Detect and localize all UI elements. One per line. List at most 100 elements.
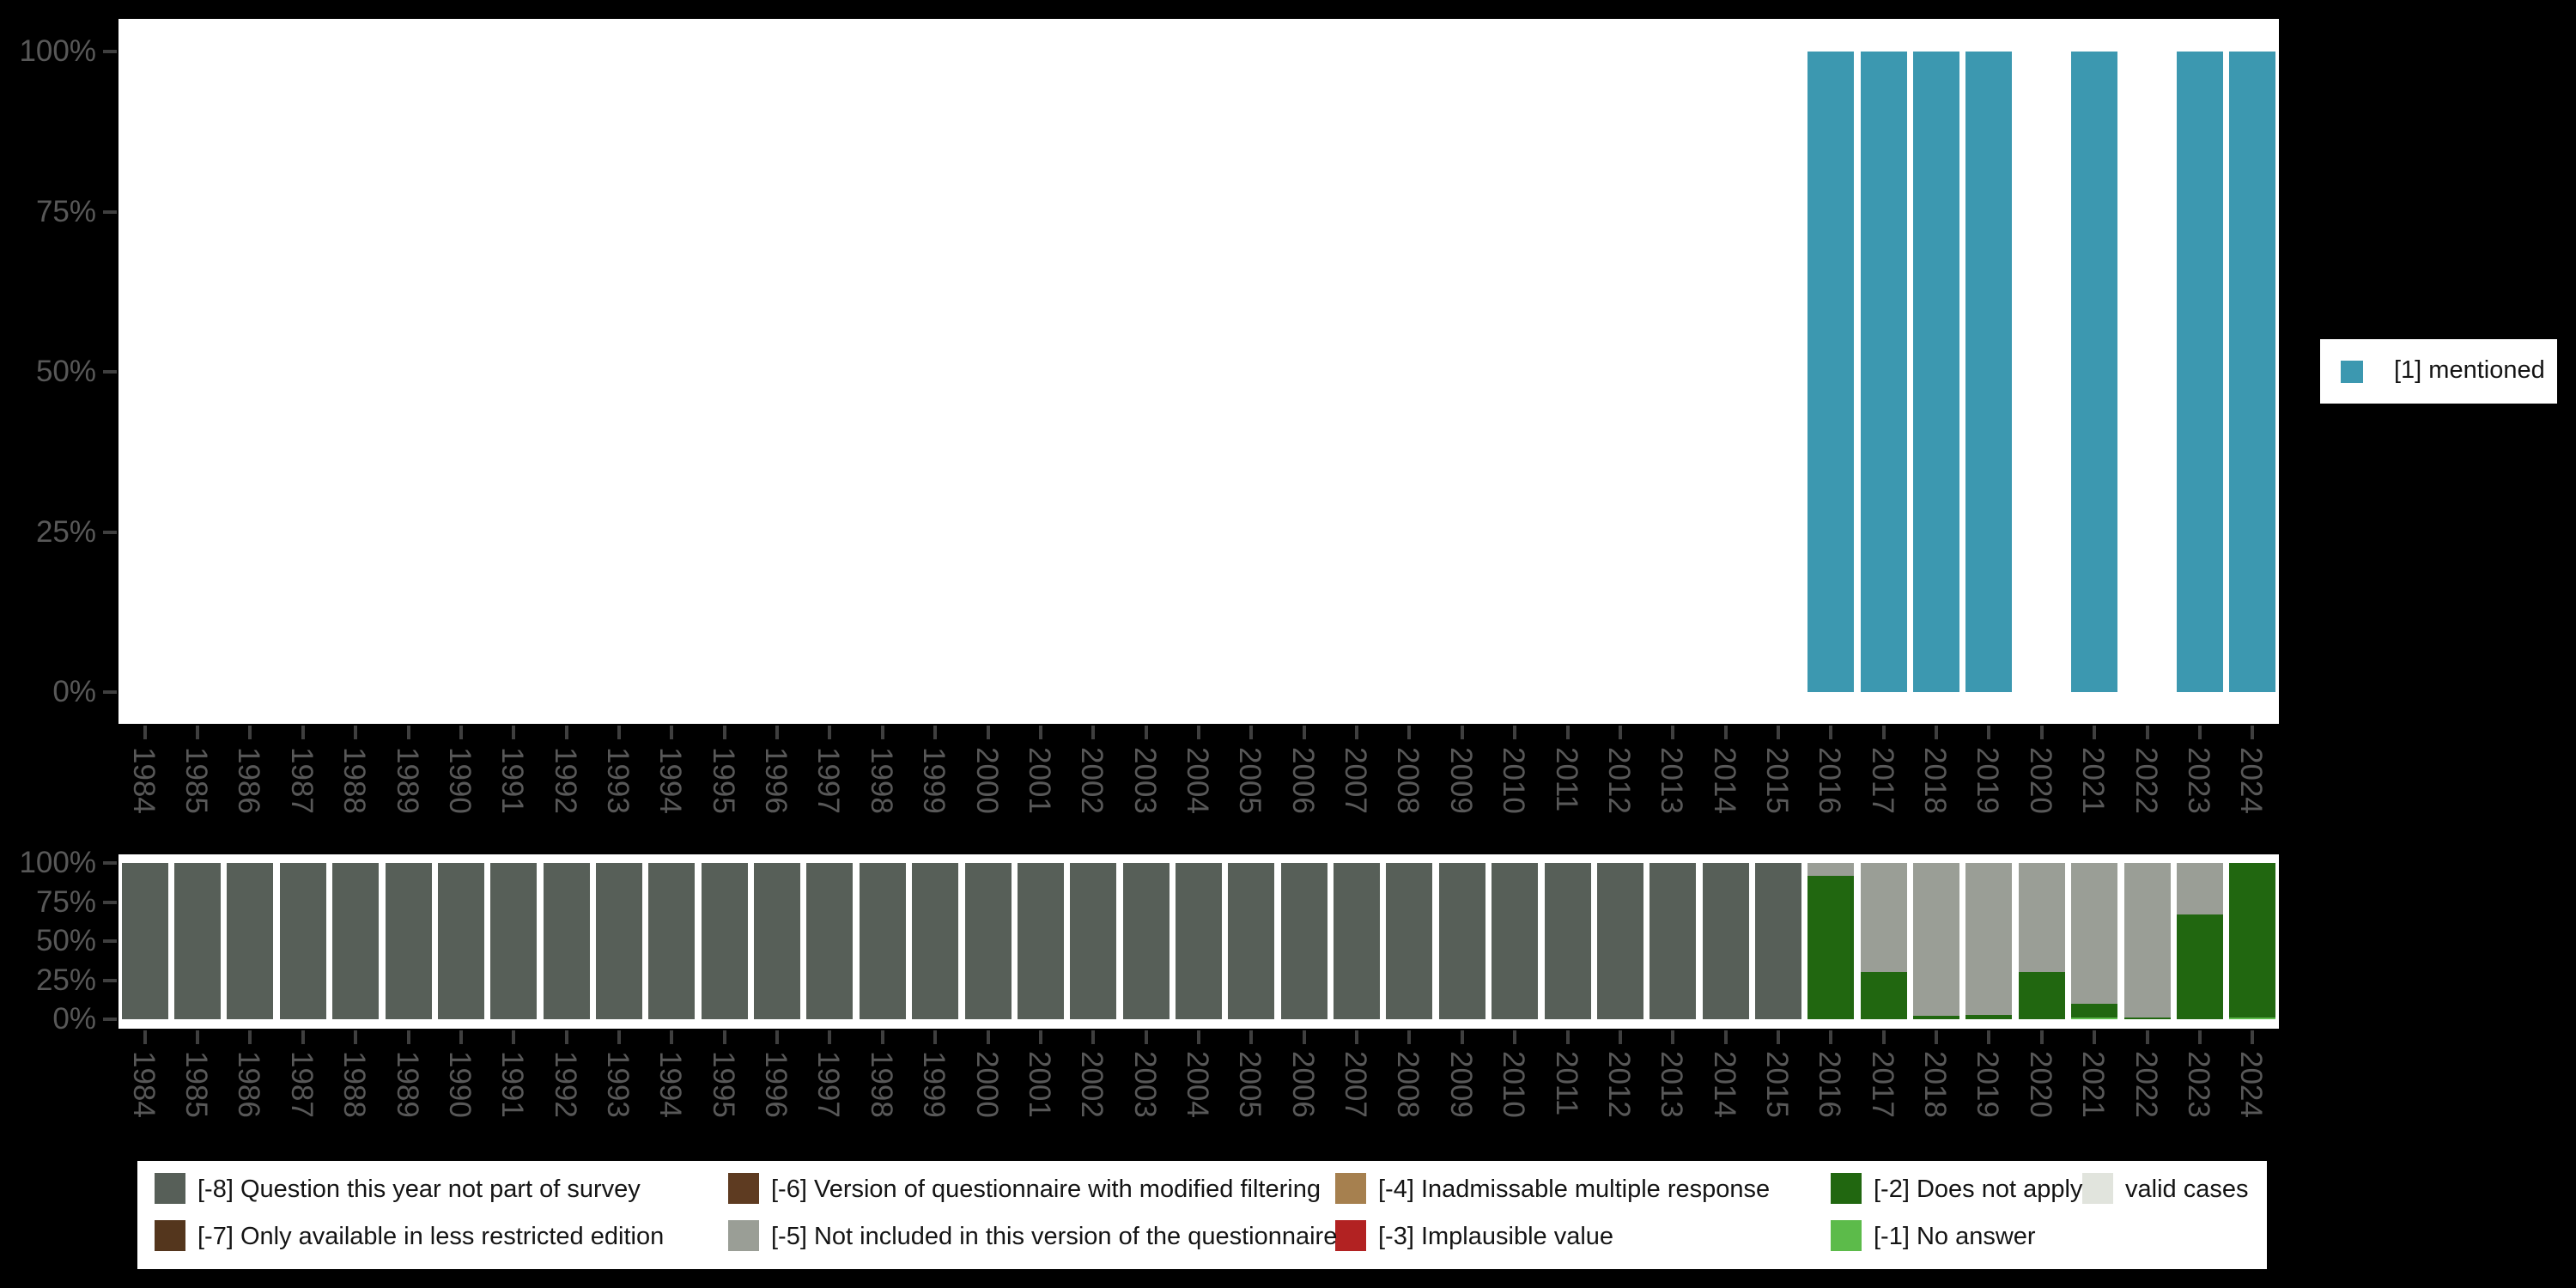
x-tick-label-top: 1990 [442, 747, 477, 814]
x-tick-label-bottom: 2005 [1233, 1051, 1267, 1118]
x-tick-label-bottom: 1993 [600, 1051, 635, 1118]
seg-2021--1 [2071, 1018, 2118, 1019]
x-tick-label-bottom: 1998 [864, 1051, 898, 1118]
seg-1993--8 [595, 863, 642, 1019]
x-tick-bottom [2197, 1030, 2202, 1044]
seg-2017--2 [1860, 972, 1907, 1019]
x-tick-top [196, 726, 200, 739]
x-tick-top [2251, 726, 2255, 739]
x-tick-top [986, 726, 990, 739]
bar-mentioned-2019 [1965, 52, 2013, 692]
x-tick-bottom [1091, 1030, 1096, 1044]
x-tick-top [933, 726, 938, 739]
x-tick-bottom [880, 1030, 884, 1044]
y-tick-top [103, 370, 117, 374]
x-tick-top [301, 726, 305, 739]
x-tick-top [1038, 726, 1042, 739]
x-tick-top [564, 726, 568, 739]
x-tick-top [1935, 726, 1939, 739]
seg-1999--8 [912, 863, 959, 1019]
x-tick-bottom [1407, 1030, 1412, 1044]
seg-2024--1 [2229, 1018, 2276, 1019]
x-tick-label-bottom: 2010 [1497, 1051, 1531, 1118]
x-tick-label-top: 2014 [1707, 747, 1741, 814]
seg-1997--8 [806, 863, 854, 1019]
seg-2010--8 [1492, 863, 1539, 1019]
x-tick-label-top: 2021 [2076, 747, 2111, 814]
x-tick-label-top: 2010 [1497, 747, 1531, 814]
x-tick-top [880, 726, 884, 739]
legend-label-valid: valid cases [2125, 1176, 2249, 1203]
y-tick-label-top: 50% [35, 355, 96, 388]
seg-2003--8 [1122, 863, 1170, 1019]
seg-2023--2 [2176, 914, 2223, 1019]
bar-mentioned-2018 [1913, 52, 1960, 692]
x-tick-bottom [354, 1030, 358, 1044]
x-tick-top [512, 726, 516, 739]
x-tick-label-bottom: 1994 [653, 1051, 688, 1118]
x-tick-top [617, 726, 621, 739]
x-tick-bottom [1671, 1030, 1675, 1044]
legend-swatch--5 [728, 1220, 759, 1251]
x-tick-label-top: 2020 [2023, 747, 2057, 814]
seg-2023--5 [2176, 863, 2223, 915]
x-tick-label-top: 2016 [1813, 747, 1847, 814]
x-tick-label-bottom: 1995 [706, 1051, 740, 1118]
x-tick-top [2039, 726, 2044, 739]
y-tick-label-bottom: 75% [35, 884, 96, 919]
legend-swatch--1 [1831, 1220, 1862, 1251]
x-tick-label-bottom: 2017 [1865, 1051, 1899, 1118]
legend-label--8: [-8] Question this year not part of surv… [197, 1176, 641, 1203]
x-tick-label-bottom: 1985 [179, 1051, 214, 1118]
x-tick-bottom [1565, 1030, 1570, 1044]
seg-2000--8 [964, 863, 1012, 1019]
x-tick-label-bottom: 2013 [1655, 1051, 1689, 1118]
y-tick-top [103, 530, 117, 534]
y-tick-label-top: 100% [19, 34, 96, 68]
x-tick-top [1355, 726, 1359, 739]
x-tick-label-top: 1996 [759, 747, 793, 814]
seg-2020--2 [2018, 972, 2065, 1019]
x-tick-bottom [301, 1030, 305, 1044]
x-tick-top [1723, 726, 1728, 739]
x-tick-top [2197, 726, 2202, 739]
top-chart-legend: [1] mentioned [2320, 339, 2557, 404]
seg-2002--8 [1070, 863, 1117, 1019]
x-tick-bottom [986, 1030, 990, 1044]
bar-mentioned-2016 [1807, 52, 1855, 692]
legend-label--7: [-7] Only available in less restricted e… [197, 1223, 665, 1250]
x-tick-bottom [512, 1030, 516, 1044]
x-tick-bottom [722, 1030, 726, 1044]
seg-2020--5 [2018, 863, 2065, 973]
x-tick-top [354, 726, 358, 739]
x-tick-bottom [1987, 1030, 1991, 1044]
x-tick-label-bottom: 2023 [2181, 1051, 2215, 1118]
x-tick-top [143, 726, 147, 739]
legend-swatch--4 [1335, 1173, 1366, 1204]
x-tick-top [1987, 726, 1991, 739]
x-tick-label-bottom: 1996 [759, 1051, 793, 1118]
x-tick-label-top: 1991 [495, 747, 530, 814]
x-tick-bottom [1513, 1030, 1517, 1044]
x-tick-bottom [143, 1030, 147, 1044]
seg-2015--8 [1755, 863, 1802, 1019]
x-tick-label-bottom: 2011 [1549, 1051, 1583, 1116]
seg-2021--2 [2071, 1003, 2118, 1018]
x-tick-top [670, 726, 674, 739]
x-tick-top [1565, 726, 1570, 739]
x-tick-label-top: 1999 [917, 747, 951, 814]
y-tick-bottom [103, 978, 117, 982]
x-tick-label-top: 1988 [337, 747, 372, 814]
x-tick-top [1407, 726, 1412, 739]
seg-2012--8 [1596, 863, 1643, 1019]
x-tick-label-top: 2009 [1443, 747, 1478, 814]
x-tick-label-bottom: 2022 [2129, 1051, 2163, 1118]
legend-label--4: [-4] Inadmissable multiple response [1378, 1176, 1771, 1203]
seg-2017--5 [1860, 863, 1907, 973]
x-tick-label-top: 2005 [1233, 747, 1267, 814]
missing-values-legend: [-8] Question this year not part of surv… [137, 1161, 2267, 1269]
seg-1994--8 [648, 863, 696, 1019]
seg-2024--2 [2229, 863, 2276, 1018]
x-tick-bottom [2039, 1030, 2044, 1044]
top-chart-panel [118, 19, 2279, 724]
